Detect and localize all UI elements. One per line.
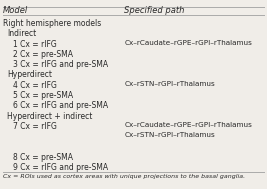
Text: 7 Cx = rIFG: 7 Cx = rIFG (13, 122, 57, 131)
Text: Specified path: Specified path (124, 6, 184, 15)
Text: 5 Cx = pre-SMA: 5 Cx = pre-SMA (13, 91, 73, 100)
Text: Hyperdirect + indirect: Hyperdirect + indirect (7, 112, 93, 121)
Text: Cx = ROIs used as cortex areas with unique projections to the basal ganglia.: Cx = ROIs used as cortex areas with uniq… (3, 174, 245, 179)
Text: Indirect: Indirect (7, 29, 37, 38)
Text: Right hemisphere models: Right hemisphere models (3, 19, 101, 28)
Text: Cx–rSTN–rGPI–rThalamus: Cx–rSTN–rGPI–rThalamus (124, 132, 215, 138)
Text: 6 Cx = rIFG and pre-SMA: 6 Cx = rIFG and pre-SMA (13, 101, 108, 110)
Text: 2 Cx = pre-SMA: 2 Cx = pre-SMA (13, 50, 73, 59)
Text: 1 Cx = rIFG: 1 Cx = rIFG (13, 40, 57, 49)
Text: 9 Cx = rIFG and pre-SMA: 9 Cx = rIFG and pre-SMA (13, 163, 108, 172)
Text: 4 Cx = rIFG: 4 Cx = rIFG (13, 81, 57, 90)
Text: 8 Cx = pre-SMA: 8 Cx = pre-SMA (13, 153, 73, 162)
Text: Cx–rCaudate–rGPE–rGPI–rThalamus: Cx–rCaudate–rGPE–rGPI–rThalamus (124, 40, 252, 46)
Text: Cx–rCaudate–rGPE–rGPI–rThalamus: Cx–rCaudate–rGPE–rGPI–rThalamus (124, 122, 252, 128)
Text: Cx–rSTN–rGPI–rThalamus: Cx–rSTN–rGPI–rThalamus (124, 81, 215, 87)
Text: 3 Cx = rIFG and pre-SMA: 3 Cx = rIFG and pre-SMA (13, 60, 108, 69)
Text: Hyperdirect: Hyperdirect (7, 70, 53, 79)
Text: Model: Model (3, 6, 28, 15)
